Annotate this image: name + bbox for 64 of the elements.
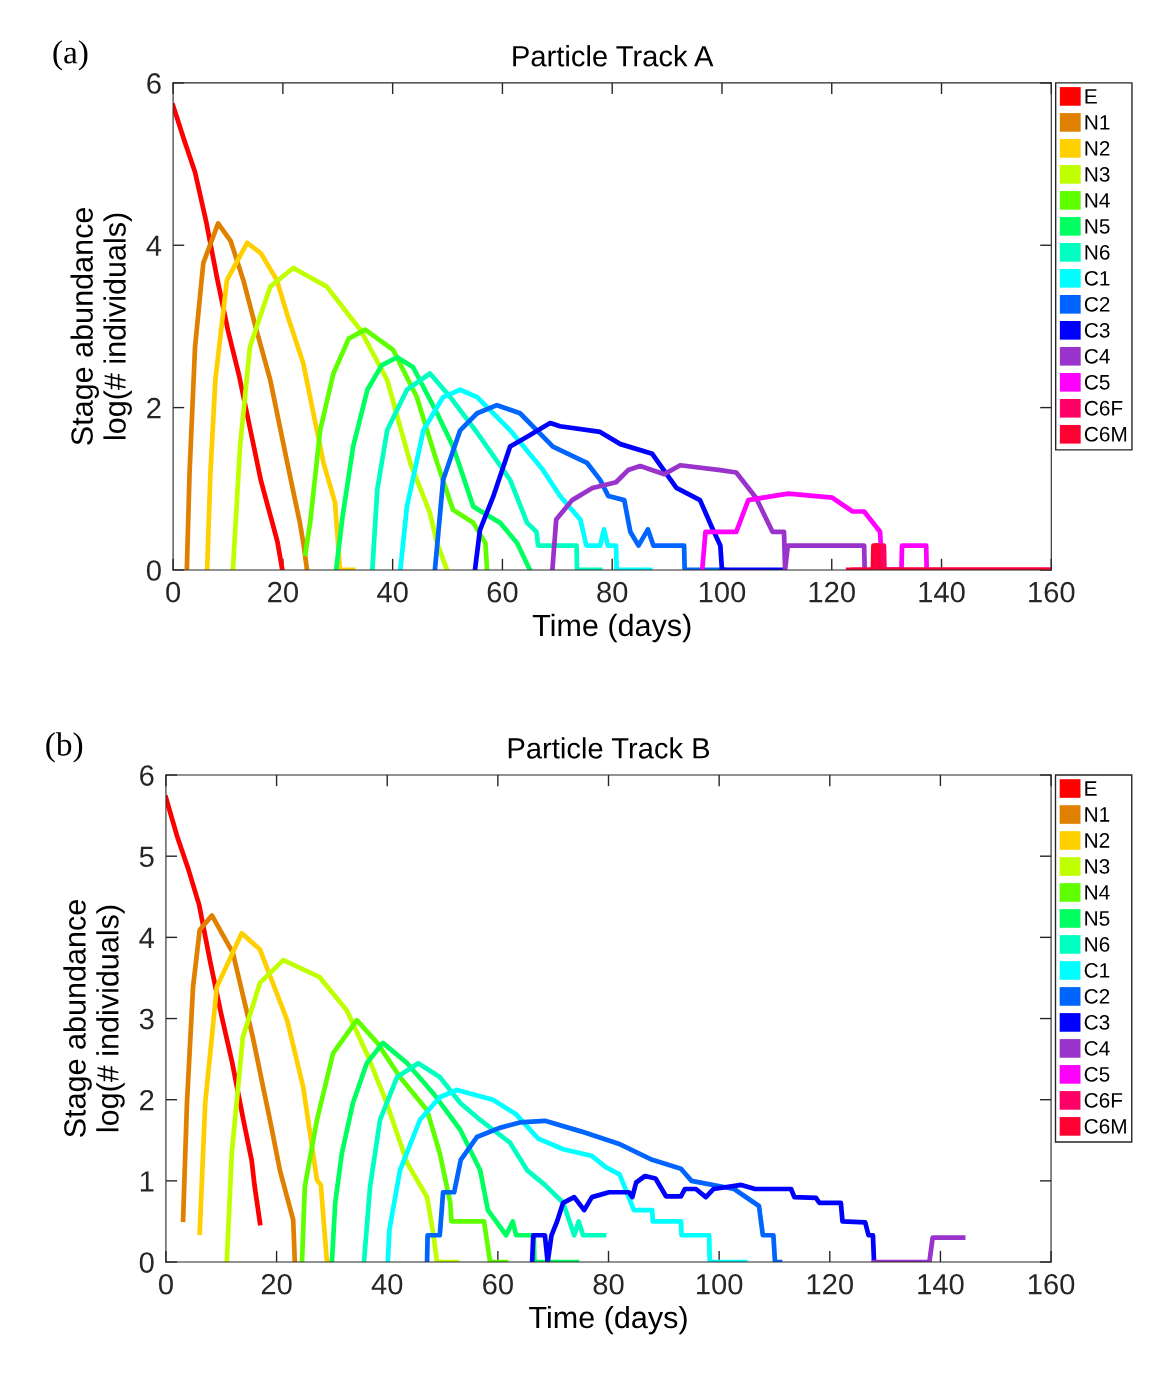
legend-label: N4 <box>1085 885 1110 900</box>
x-tick-label: 60 <box>487 581 518 603</box>
legend-label: C3 <box>1084 322 1110 338</box>
x-axis-title: Time (days) <box>529 1305 687 1335</box>
legend-label: C1 <box>1084 270 1110 286</box>
y-tick-label: 4 <box>146 235 162 256</box>
legend-label: C6M <box>1084 1118 1126 1134</box>
text: (a) <box>53 40 88 71</box>
legend-label: N6 <box>1085 244 1110 260</box>
y-tick-label: 0 <box>146 560 161 581</box>
x-tick-label: 40 <box>371 1273 403 1295</box>
x-tick-label: 80 <box>597 581 628 603</box>
legend-label: N4 <box>1085 193 1110 208</box>
legend-label: N1 <box>1085 807 1110 822</box>
y-tick-label: 2 <box>147 397 161 419</box>
legend-label: C6M <box>1084 426 1127 442</box>
x-tick-label: 160 <box>1028 1273 1075 1295</box>
y-tick-label: 0 <box>139 1252 154 1273</box>
y-tick-label: 6 <box>147 73 161 94</box>
legend-label: C6F <box>1084 1092 1123 1108</box>
y-tick-label: 4 <box>139 927 154 948</box>
legend-label: C2 <box>1084 989 1110 1004</box>
x-tick-label: 100 <box>699 581 746 603</box>
legend-label: C1 <box>1084 963 1110 978</box>
y-tick-label: 6 <box>140 765 154 786</box>
x-tick-label: 120 <box>807 1273 853 1295</box>
x-tick-label: 80 <box>593 1273 624 1295</box>
y-axis-title: Stage abundance log(# individuals) <box>63 900 125 1137</box>
legend-label: C2 <box>1084 296 1110 312</box>
y-tick-label: 3 <box>139 1008 154 1030</box>
y-tick-label: 5 <box>139 846 154 868</box>
x-axis-title: Time (days) <box>532 613 691 643</box>
x-tick-label: 120 <box>809 581 855 603</box>
y-tick-label: 2 <box>140 1089 154 1111</box>
y-tick-label: 1 <box>140 1171 154 1192</box>
legend-label: E <box>1085 781 1097 796</box>
legend-label: N2 <box>1085 833 1110 848</box>
legend-label: N1 <box>1085 115 1110 130</box>
legend-label: N3 <box>1085 166 1110 182</box>
x-tick-label: 0 <box>166 581 181 603</box>
legend-label: C5 <box>1084 374 1110 390</box>
legend-label: N5 <box>1085 911 1110 926</box>
x-tick-label: 20 <box>268 581 298 603</box>
chart-title: Particle Track B <box>508 737 710 759</box>
legend-label: C4 <box>1084 348 1110 364</box>
text: (b) <box>46 732 83 763</box>
legend-label: C4 <box>1084 1041 1110 1056</box>
legend-label: N2 <box>1085 140 1110 156</box>
x-tick-label: 140 <box>918 1273 964 1295</box>
legend-label: C3 <box>1084 1015 1110 1030</box>
x-tick-label: 140 <box>919 581 965 603</box>
legend-label: N6 <box>1085 937 1110 952</box>
x-tick-label: 60 <box>483 1273 513 1295</box>
x-tick-label: 160 <box>1029 581 1075 603</box>
x-tick-label: 100 <box>697 1273 743 1295</box>
legend-label: C6F <box>1084 400 1123 416</box>
legend-label: N3 <box>1085 859 1110 874</box>
x-tick-label: 20 <box>261 1273 292 1295</box>
x-tick-label: 40 <box>377 581 408 603</box>
legend-label: N5 <box>1085 219 1110 234</box>
legend-label: C5 <box>1084 1066 1110 1082</box>
y-axis-title: Stage abundance log(# individuals) <box>70 207 132 445</box>
legend-label: E <box>1085 89 1097 104</box>
chart-title: Particle Track A <box>513 45 714 67</box>
